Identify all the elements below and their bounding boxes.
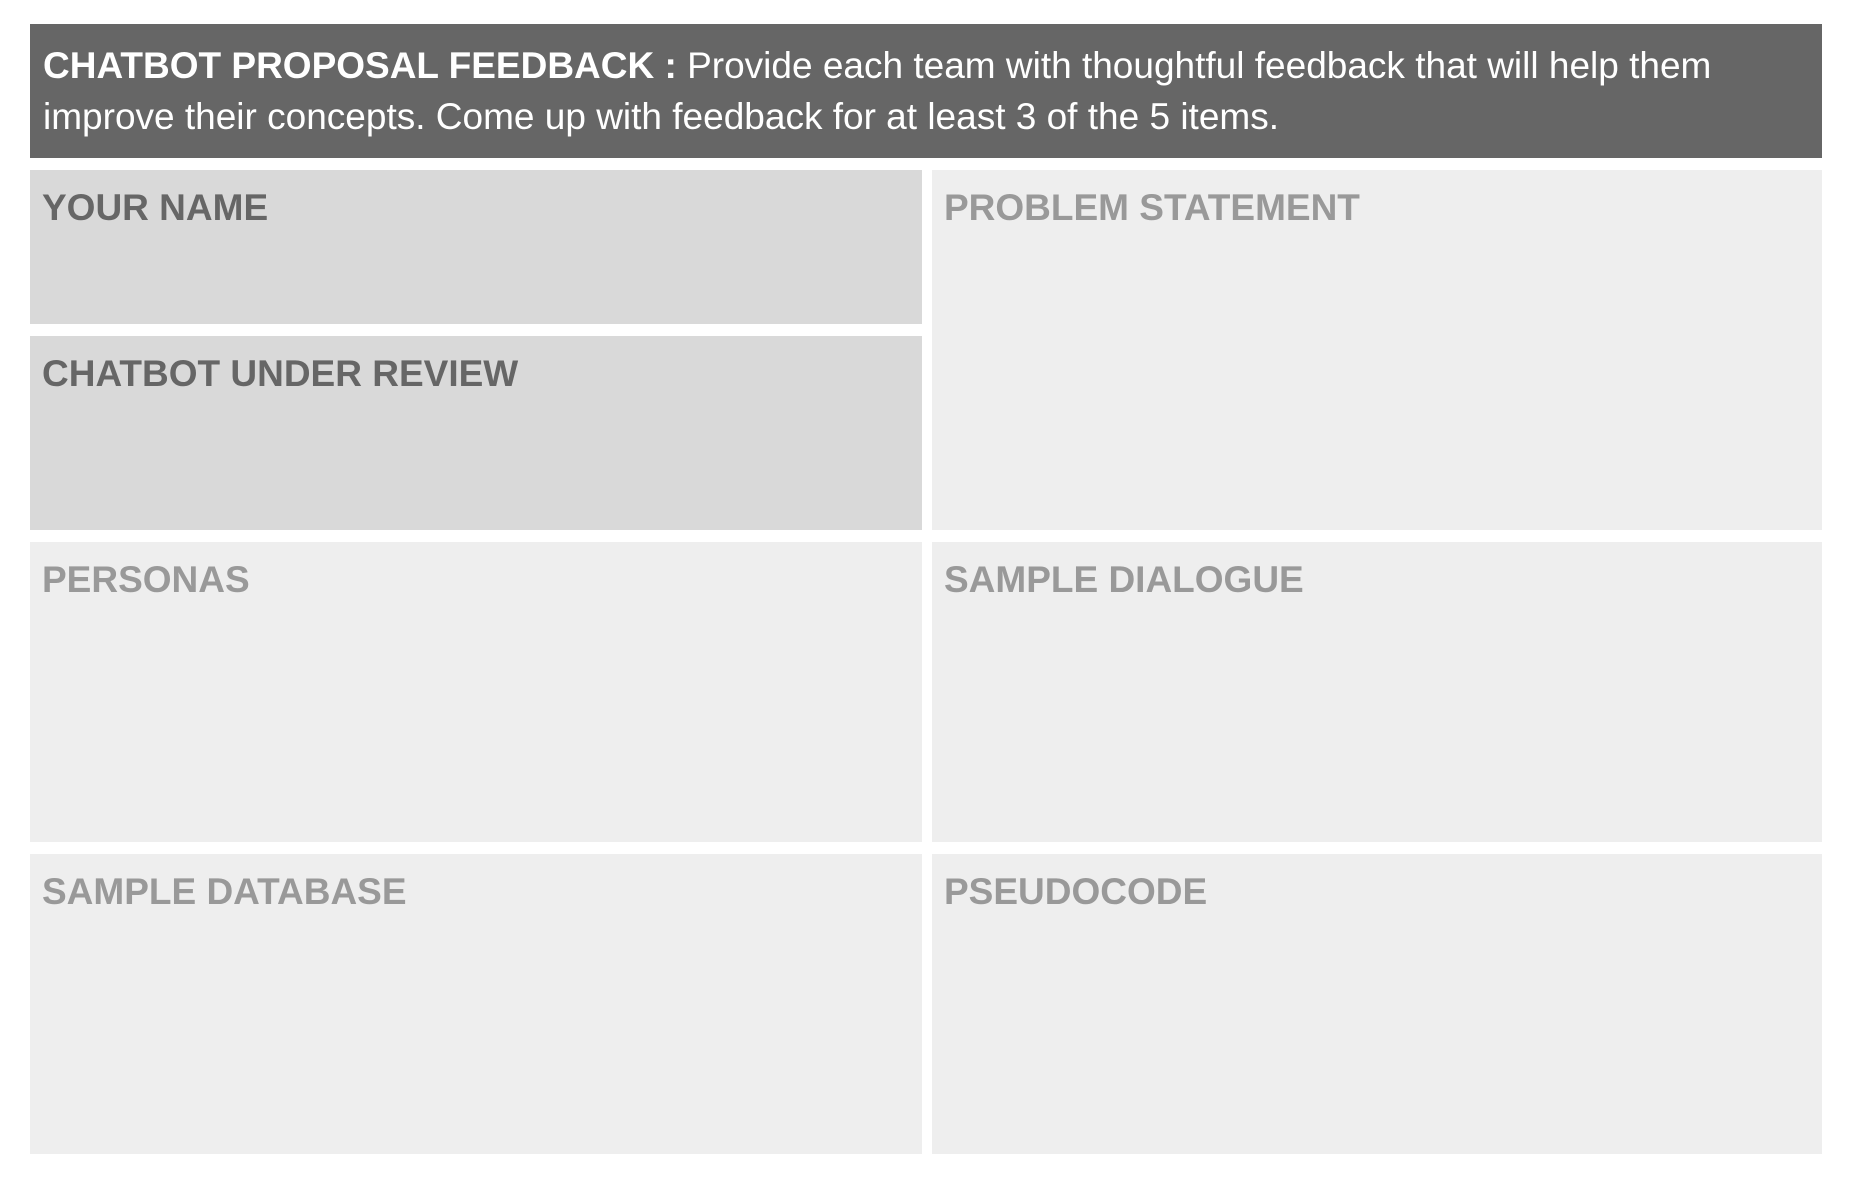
chatbot-under-review-field[interactable]: CHATBOT UNDER REVIEW xyxy=(30,336,922,530)
problem-statement-field[interactable]: PROBLEM STATEMENT xyxy=(932,170,1822,530)
worksheet-instructions: Provide each team with thoughtful feedba… xyxy=(43,45,1712,137)
personas-field[interactable]: PERSONAS xyxy=(30,542,922,842)
chatbot-under-review-label: CHATBOT UNDER REVIEW xyxy=(42,353,519,394)
problem-statement-label: PROBLEM STATEMENT xyxy=(944,187,1360,228)
worksheet-title: CHATBOT PROPOSAL FEEDBACK : xyxy=(43,45,677,86)
your-name-field[interactable]: YOUR NAME xyxy=(30,170,922,324)
personas-label: PERSONAS xyxy=(42,559,250,600)
sample-dialogue-field[interactable]: SAMPLE DIALOGUE xyxy=(932,542,1822,842)
sample-dialogue-label: SAMPLE DIALOGUE xyxy=(944,559,1304,600)
instructions-banner: CHATBOT PROPOSAL FEEDBACK : Provide each… xyxy=(30,24,1822,158)
pseudocode-label: PSEUDOCODE xyxy=(944,871,1208,912)
pseudocode-field[interactable]: PSEUDOCODE xyxy=(932,854,1822,1154)
your-name-label: YOUR NAME xyxy=(42,187,269,228)
sample-database-field[interactable]: SAMPLE DATABASE xyxy=(30,854,922,1154)
sample-database-label: SAMPLE DATABASE xyxy=(42,871,407,912)
feedback-worksheet: CHATBOT PROPOSAL FEEDBACK : Provide each… xyxy=(30,24,1822,1154)
